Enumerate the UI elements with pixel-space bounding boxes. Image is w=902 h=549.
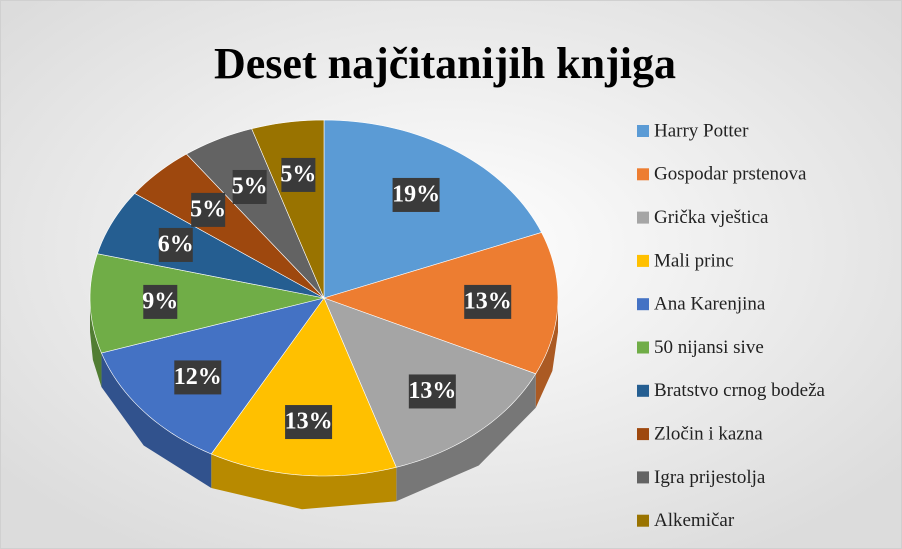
data-label-box xyxy=(281,157,316,192)
legend-swatch xyxy=(637,341,649,354)
data-label-box xyxy=(143,284,178,319)
legend-label: Ana Karenjina xyxy=(654,294,766,315)
legend-swatch xyxy=(637,428,649,441)
data-label: 6% xyxy=(158,231,194,257)
data-label: 13% xyxy=(285,409,333,435)
chart-title: Deset najčitanijih knjiga xyxy=(214,39,676,88)
pie-slice-side xyxy=(211,453,397,510)
pie-slice xyxy=(185,128,325,299)
legend-swatch xyxy=(637,384,649,397)
pie: 19%13%13%13%12%9%6%5%5% 5% xyxy=(89,119,559,510)
legend-swatch xyxy=(637,211,649,224)
data-label: 5% xyxy=(232,173,268,199)
data-label-box xyxy=(174,360,222,395)
data-label-box xyxy=(285,405,333,440)
data-label: 5% xyxy=(190,196,226,222)
legend-label: Zločin i kazna xyxy=(654,423,763,444)
data-label: 5% xyxy=(280,161,316,187)
data-label-box xyxy=(464,284,512,319)
legend-swatch xyxy=(637,298,649,311)
pie-slice-side xyxy=(90,298,102,388)
pie-slice xyxy=(96,192,325,299)
legend-swatch xyxy=(637,514,649,527)
legend-label: 50 nijansi sive xyxy=(654,337,764,358)
legend-label: Harry Potter xyxy=(654,120,749,141)
legend-label: Alkemičar xyxy=(654,510,735,531)
legend-label: Igra prijestolja xyxy=(654,467,766,488)
data-label: 12% xyxy=(174,364,222,390)
legend-label: Grička vještica xyxy=(654,207,769,228)
data-label-box xyxy=(232,169,267,204)
pie-slice-side xyxy=(101,353,212,488)
legend: Harry Potter Gospodar prstenova Grička vje… xyxy=(637,120,826,531)
pie-slice xyxy=(210,297,397,477)
pie-slice-side xyxy=(396,373,536,502)
pie-slice xyxy=(89,253,325,354)
legend-swatch xyxy=(637,125,649,137)
data-label-box xyxy=(408,374,456,409)
data-label: 13% xyxy=(408,378,456,404)
legend-label: Bratstvo crnog bodeža xyxy=(654,380,826,401)
legend-label: Mali princ xyxy=(654,250,734,271)
legend-swatch xyxy=(637,471,649,484)
data-label-box xyxy=(158,227,193,262)
legend-label: Gospodar prstenova xyxy=(654,164,807,185)
legend-swatch xyxy=(637,168,649,181)
legend-swatch xyxy=(637,254,649,267)
data-label-box xyxy=(392,177,440,212)
data-label-box xyxy=(191,192,226,227)
pie-slice xyxy=(323,232,559,375)
data-label: 19% xyxy=(392,181,440,207)
data-label: 13% xyxy=(464,288,512,314)
data-label: 9% xyxy=(142,288,178,314)
pie-slice xyxy=(134,153,325,299)
